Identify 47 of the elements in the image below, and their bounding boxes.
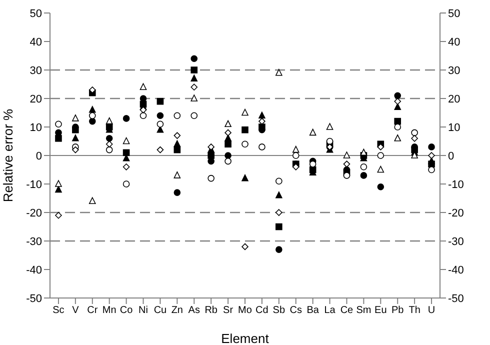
x-tick-label: Cr <box>87 305 98 316</box>
x-tick-label: Sr <box>223 305 234 316</box>
x-tick-label: Co <box>120 305 134 316</box>
y2-tick-label: -30 <box>448 236 464 248</box>
y-tick-label: 50 <box>30 8 42 20</box>
x-axis-title: Element <box>221 331 270 345</box>
x-tick-label: Ce <box>340 305 354 316</box>
x-tick-label: Mo <box>238 305 252 316</box>
x-tick-label: Mn <box>102 305 116 316</box>
y2-tick-label: 10 <box>448 122 460 134</box>
x-tick-label: Cd <box>256 305 268 316</box>
x-tick-label: Cu <box>154 305 167 316</box>
y-tick-label: -20 <box>26 207 42 220</box>
y-tick-label: -50 <box>26 292 42 305</box>
x-tick-label: Cs <box>290 305 302 316</box>
x-tick-label: Zn <box>171 305 184 316</box>
y-tick-label: 20 <box>30 93 42 106</box>
x-tick-label: Eu <box>374 305 387 316</box>
y-axis-title: Relative error % <box>0 108 16 202</box>
x-tick-label: As <box>188 305 200 316</box>
x-tick-label: V <box>72 305 80 316</box>
y2-tick-label: 20 <box>448 93 460 106</box>
y2-tick-label: -10 <box>448 178 464 191</box>
y2-tick-label: 50 <box>448 8 460 20</box>
y2-tick-label: 0 <box>448 150 454 162</box>
y2-tick-label: 30 <box>448 64 460 77</box>
y-tick-label: -10 <box>26 178 42 191</box>
y-tick-label: 0 <box>36 150 42 162</box>
y-tick-label: -40 <box>26 264 42 276</box>
x-tick-label: Rb <box>204 305 218 316</box>
y-tick-label: -30 <box>26 236 42 248</box>
x-tick-label: U <box>428 305 436 316</box>
x-tick-label: Sb <box>272 305 286 316</box>
x-tick-label: Pb <box>391 305 404 316</box>
y2-tick-label: 40 <box>448 36 460 48</box>
x-tick-label: Th <box>408 305 420 316</box>
y2-tick-label: -20 <box>448 207 464 220</box>
x-tick-label: Sm <box>356 305 372 316</box>
y2-tick-label: -50 <box>448 292 464 305</box>
x-tick-label: La <box>324 305 336 316</box>
y-tick-label: 10 <box>30 122 42 134</box>
x-tick-label: Ni <box>138 305 148 316</box>
y-tick-label: 30 <box>30 64 42 77</box>
y-tick-label: 40 <box>30 36 42 48</box>
y2-tick-label: -40 <box>448 264 464 276</box>
x-tick-label: Sc <box>52 305 64 316</box>
x-tick-label: Ba <box>306 305 320 316</box>
